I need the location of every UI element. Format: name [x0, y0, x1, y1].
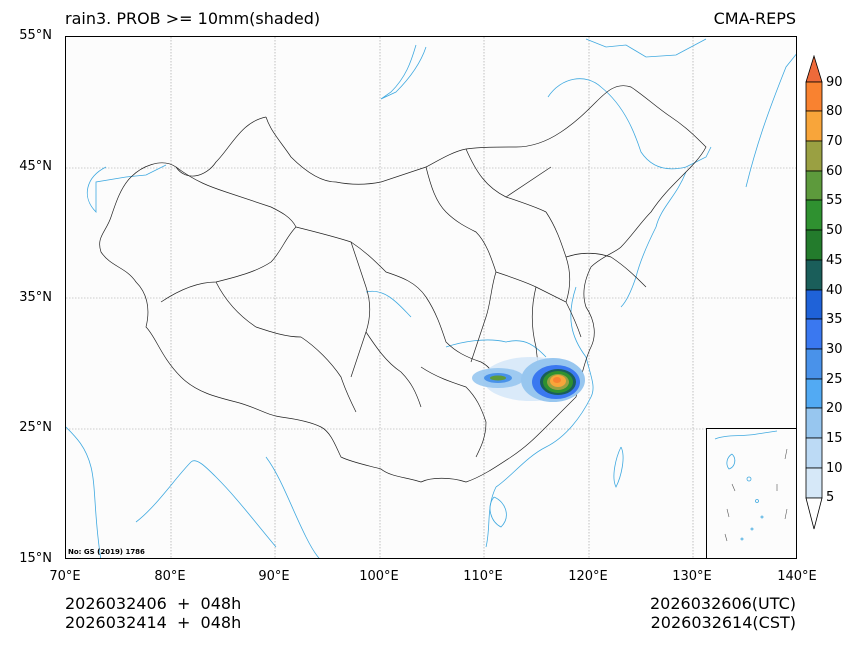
lon-tick-80: 80°E	[154, 569, 186, 584]
colorbar-label-40: 40	[826, 283, 843, 298]
map-canvas	[66, 37, 796, 558]
colorbar-label-90: 90	[826, 75, 843, 90]
gridlines	[66, 37, 796, 558]
colorbar-label-70: 70	[826, 134, 843, 149]
map-panel	[65, 36, 797, 559]
precip-probability-field	[472, 357, 585, 402]
colorbar-label-80: 80	[826, 104, 843, 119]
colorbar	[805, 55, 823, 530]
lon-tick-130: 130°E	[672, 569, 712, 584]
model-source-label: CMA-REPS	[713, 9, 796, 28]
colorbar-label-35: 35	[826, 312, 843, 327]
lon-tick-100: 100°E	[359, 569, 399, 584]
lat-tick-45: 45°N	[19, 159, 52, 174]
lon-tick-140: 140°E	[777, 569, 817, 584]
lat-tick-55: 55°N	[19, 28, 52, 43]
colorbar-label-55: 55	[826, 193, 843, 208]
init-time-block: 2026032406 + 048h 2026032414 + 048h	[65, 594, 241, 632]
valid-time-utc: 2026032606(UTC)	[650, 594, 796, 613]
colorbar-label-60: 60	[826, 164, 843, 179]
lat-tick-25: 25°N	[19, 420, 52, 435]
inset-canvas	[714, 430, 788, 542]
lon-tick-90: 90°E	[258, 569, 290, 584]
colorbar-label-10: 10	[826, 461, 843, 476]
lon-tick-120: 120°E	[568, 569, 608, 584]
coastlines	[66, 38, 796, 558]
lat-tick-15: 15°N	[19, 551, 52, 566]
south-china-sea-inset	[706, 428, 797, 559]
valid-time-block: 2026032606(UTC) 2026032614(CST)	[650, 594, 796, 632]
lat-tick-35: 35°N	[19, 290, 52, 305]
colorbar-label-50: 50	[826, 223, 843, 238]
lon-tick-110: 110°E	[463, 569, 503, 584]
colorbar-label-15: 15	[826, 431, 843, 446]
lon-tick-70: 70°E	[49, 569, 81, 584]
colorbar-label-25: 25	[826, 372, 843, 387]
chart-title: rain3. PROB >= 10mm(shaded)	[65, 9, 321, 28]
colorbar-label-45: 45	[826, 253, 843, 268]
colorbar-label-5: 5	[826, 490, 835, 505]
admin-borders	[99, 85, 707, 483]
map-approval-number: No: GS (2019) 1786	[68, 548, 145, 556]
init-time-cst: 2026032414 + 048h	[65, 613, 242, 632]
colorbar-label-20: 20	[826, 401, 843, 416]
colorbar-label-30: 30	[826, 342, 843, 357]
init-time-utc: 2026032406 + 048h	[65, 594, 242, 613]
valid-time-cst: 2026032614(CST)	[650, 613, 796, 632]
